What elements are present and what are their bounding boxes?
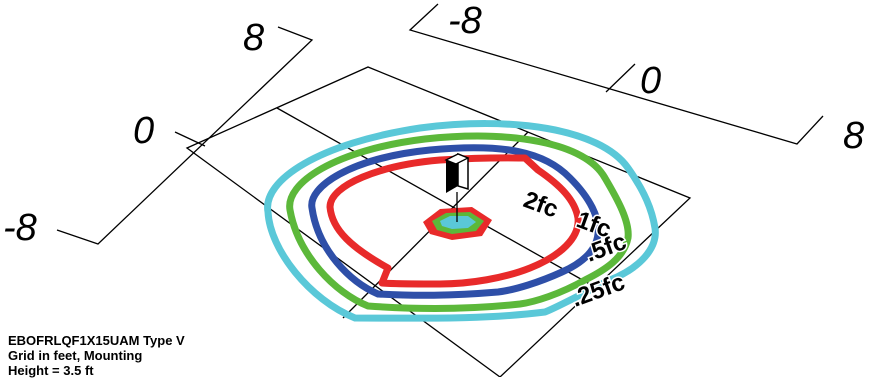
grid-line-horizontal: [276, 107, 596, 288]
left-axis: [56, 26, 314, 245]
center-hotspot: [423, 207, 492, 240]
right-axis-line: [408, 3, 824, 145]
contours: [264, 120, 659, 322]
right-axis: [408, 3, 824, 145]
left-axis-line: [56, 26, 314, 245]
left-axis-label-bottom: -8: [3, 207, 37, 249]
fixture-body-top: [444, 153, 470, 165]
diagram-caption: EBOFRLQF1X15UAM Type V Grid in feet, Mou…: [8, 333, 288, 378]
caption-line-2: Grid in feet, Mounting: [8, 348, 143, 363]
contour-label-2fc: 2fc: [520, 186, 562, 223]
left-axis-label-mid: 0: [133, 110, 154, 152]
fixture-icon: [444, 152, 470, 222]
left-axis-tick-0: [174, 131, 206, 147]
caption-line-1: EBOFRLQF1X15UAM Type V: [8, 333, 185, 348]
left-axis-label-top: 8: [243, 17, 264, 59]
caption-line-3: Height = 3.5 ft: [8, 363, 94, 378]
contour-025fc: [264, 120, 659, 322]
contour-1fc: [308, 144, 602, 299]
contour-05fc: [286, 132, 632, 312]
right-axis-label-left: -8: [448, 0, 482, 42]
right-axis-label-right: 8: [843, 115, 864, 157]
right-axis-label-mid: 0: [640, 60, 661, 102]
contour-2fc: [326, 154, 582, 288]
center-core: [440, 216, 476, 229]
grid-outline: [185, 66, 692, 377]
right-axis-tick-0: [605, 63, 636, 93]
